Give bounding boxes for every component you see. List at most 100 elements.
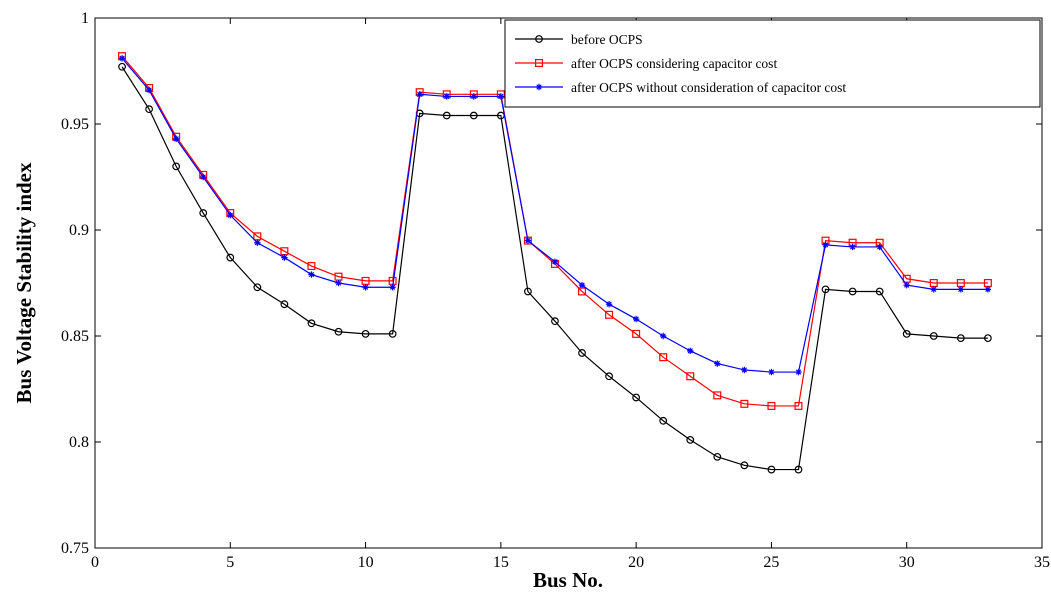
data-point xyxy=(741,366,748,374)
data-point xyxy=(145,105,154,114)
y-tick-label: 0.95 xyxy=(61,116,89,133)
data-point xyxy=(227,211,234,219)
series-3 xyxy=(118,55,992,376)
legend-item: after OCPS without consideration of capa… xyxy=(515,80,846,95)
x-axis-title: Bus No. xyxy=(533,568,603,592)
y-axis-title: Bus Voltage Stability index xyxy=(12,162,36,403)
data-point xyxy=(524,237,532,244)
data-point xyxy=(470,93,477,100)
data-point xyxy=(200,173,207,181)
data-point xyxy=(388,329,397,338)
y-tick-label: 1 xyxy=(81,10,89,27)
data-point xyxy=(876,243,883,251)
legend-label: after OCPS considering capacitor cost xyxy=(571,56,777,71)
data-point xyxy=(903,281,910,289)
x-tick-label: 0 xyxy=(91,554,99,571)
data-point xyxy=(902,329,911,338)
data-point xyxy=(875,287,884,296)
y-tick-label: 0.9 xyxy=(69,222,89,239)
data-point xyxy=(956,334,965,343)
data-point xyxy=(659,353,668,362)
data-point xyxy=(469,111,478,120)
data-point xyxy=(199,209,208,217)
y-tick-label: 0.75 xyxy=(61,540,89,557)
data-point xyxy=(443,93,450,100)
data-point xyxy=(551,317,559,326)
data-point xyxy=(822,241,829,249)
data-point xyxy=(172,162,181,171)
data-point xyxy=(687,347,694,355)
x-tick-label: 30 xyxy=(899,554,915,571)
data-point xyxy=(714,360,721,367)
data-point xyxy=(984,286,992,293)
data-point xyxy=(930,286,937,293)
data-point xyxy=(767,401,776,410)
data-point xyxy=(605,372,613,381)
data-point xyxy=(308,271,315,278)
data-point xyxy=(713,391,722,400)
data-point xyxy=(389,284,396,291)
x-tick-label: 35 xyxy=(1034,554,1050,571)
data-point xyxy=(497,93,505,100)
data-point xyxy=(848,287,857,296)
x-tick-label: 20 xyxy=(628,554,644,571)
data-point xyxy=(686,435,695,444)
data-point xyxy=(983,334,992,343)
legend-marker xyxy=(534,58,543,67)
data-point xyxy=(253,283,262,292)
legend-item: before OCPS xyxy=(515,32,643,47)
data-point xyxy=(767,465,776,474)
data-point xyxy=(118,62,126,71)
series-line xyxy=(121,55,988,407)
data-point xyxy=(145,86,153,94)
data-point xyxy=(307,262,316,271)
data-point xyxy=(795,368,802,376)
x-tick-label: 5 xyxy=(226,554,234,571)
data-point xyxy=(523,236,532,245)
data-point xyxy=(659,416,668,425)
data-point xyxy=(929,332,938,340)
x-tick-label: 15 xyxy=(493,554,509,571)
data-point xyxy=(686,372,695,381)
data-point xyxy=(307,319,316,328)
data-point xyxy=(821,285,830,294)
data-point xyxy=(442,111,451,120)
y-tick-label: 0.8 xyxy=(69,434,89,451)
data-point xyxy=(632,315,640,323)
data-point xyxy=(794,401,803,410)
data-point xyxy=(361,329,370,338)
data-point xyxy=(226,253,235,262)
series-line xyxy=(121,66,988,471)
data-point xyxy=(578,281,586,289)
legend-box xyxy=(504,19,1041,108)
data-point xyxy=(713,452,722,461)
plot-frame xyxy=(94,17,1043,549)
data-point xyxy=(957,286,965,293)
x-tick-label: 25 xyxy=(763,554,779,571)
data-point xyxy=(632,393,641,402)
data-point xyxy=(172,135,180,143)
data-point xyxy=(281,254,288,261)
data-point xyxy=(660,332,667,340)
data-point xyxy=(740,461,749,470)
data-point xyxy=(334,327,343,336)
series-1 xyxy=(118,62,992,474)
data-point xyxy=(605,301,613,308)
legend-item: after OCPS considering capacitor cost xyxy=(515,56,777,71)
data-point xyxy=(416,91,423,98)
data-point xyxy=(632,329,641,338)
legend-label: after OCPS without consideration of capa… xyxy=(571,80,846,95)
data-point xyxy=(254,239,261,246)
data-point xyxy=(768,368,775,376)
legend-marker xyxy=(535,83,543,91)
data-point xyxy=(118,55,126,62)
data-point xyxy=(335,279,342,287)
data-point xyxy=(740,399,749,408)
data-point xyxy=(605,310,614,319)
legend-marker xyxy=(535,35,543,43)
data-point xyxy=(551,258,559,265)
data-point xyxy=(362,284,369,291)
data-point xyxy=(794,465,803,474)
data-point xyxy=(280,300,289,309)
